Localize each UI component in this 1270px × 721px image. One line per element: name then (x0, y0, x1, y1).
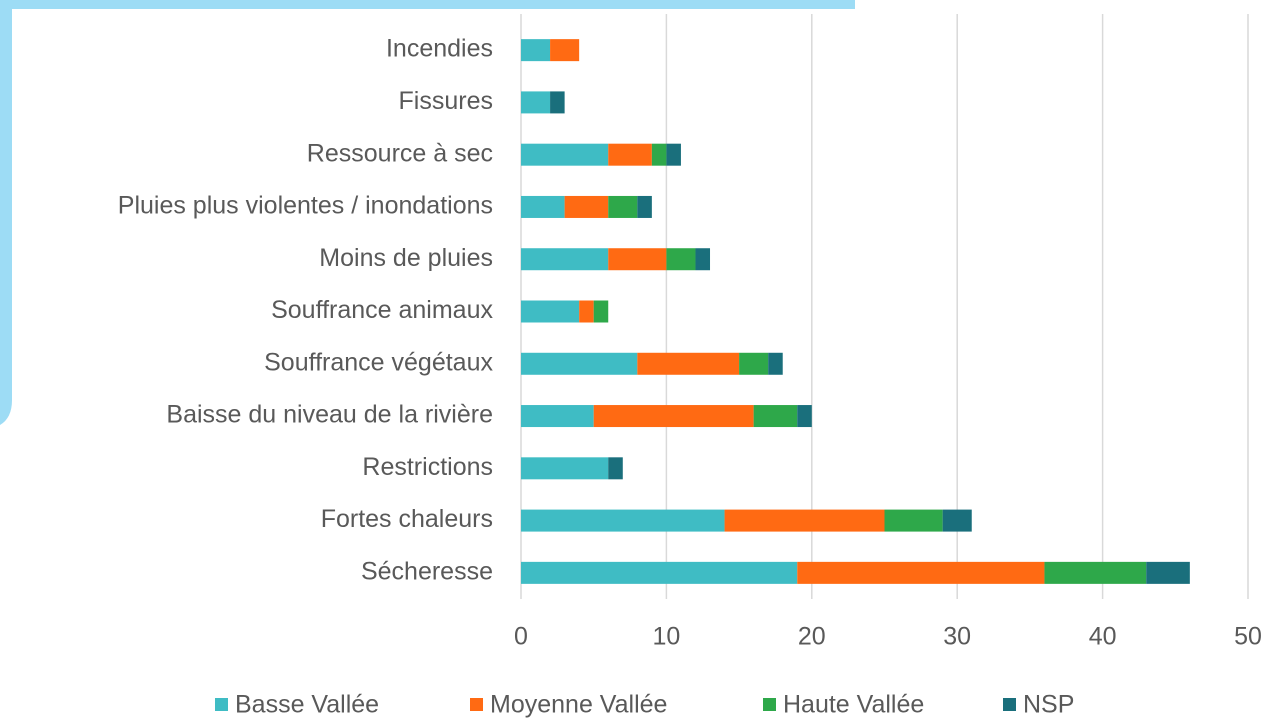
y-tick-label: Ressource à sec (307, 139, 493, 167)
bar-segment (1146, 561, 1190, 584)
bar-segment (521, 509, 725, 532)
x-tick-label: 0 (514, 623, 528, 651)
y-tick-label: Restrictions (362, 453, 493, 481)
y-tick-label: Baisse du niveau de la rivière (166, 401, 493, 429)
bar-segment (593, 405, 754, 428)
y-tick-label: Moins de pluies (319, 244, 493, 272)
bar-segment (637, 195, 652, 218)
bar-segment (593, 300, 609, 323)
bar-segment (521, 300, 580, 323)
y-tick-label: Incendies (386, 35, 493, 63)
bar-segment (521, 91, 551, 114)
x-tick-label: 40 (1089, 623, 1117, 651)
bar-segment (637, 352, 740, 375)
decor-strip (0, 0, 12, 425)
legend-label: Moyenne Vallée (490, 691, 667, 719)
bar-segment (724, 509, 885, 532)
x-tick-label: 20 (798, 623, 826, 651)
bar-segment (797, 561, 1045, 584)
legend-swatch (763, 698, 776, 711)
bar-segment (521, 561, 798, 584)
bar-segment (521, 405, 594, 428)
legend-label: Basse Vallée (235, 691, 379, 719)
bar-segment (666, 143, 681, 166)
bar-segment (739, 352, 769, 375)
bar-segment (550, 91, 565, 114)
bar-segment (521, 143, 609, 166)
bar-segment (768, 352, 783, 375)
y-tick-label: Souffrance végétaux (264, 348, 493, 376)
bar-segment (884, 509, 943, 532)
bar-segment (651, 143, 667, 166)
legend-label: Haute Vallée (783, 691, 924, 719)
bar-segment (753, 405, 798, 428)
decor-band (0, 0, 855, 9)
bar-segment (695, 248, 711, 271)
y-tick-label: Souffrance animaux (271, 296, 493, 324)
bar-segment (579, 300, 594, 323)
y-tick-label: Sécheresse (361, 557, 493, 585)
legend-swatch (470, 698, 483, 711)
bar-segment (521, 195, 565, 218)
bar-segment (550, 39, 580, 62)
x-tick-label: 50 (1234, 623, 1262, 651)
bar-segment (608, 248, 667, 271)
bar-segment (797, 405, 812, 428)
bar-segment (521, 248, 609, 271)
legend-swatch (215, 698, 228, 711)
bar-segment (608, 195, 638, 218)
y-tick-label: Fortes chaleurs (321, 505, 493, 533)
y-tick-label: Fissures (399, 87, 493, 115)
bar-segment (521, 352, 638, 375)
x-tick-label: 10 (652, 623, 680, 651)
bar-segment (608, 457, 623, 480)
bar-segment (521, 457, 609, 480)
bar-segment (1044, 561, 1147, 584)
legend-label: NSP (1023, 691, 1074, 719)
bar-segment (608, 143, 652, 166)
y-tick-label: Pluies plus violentes / inondations (118, 192, 493, 220)
x-tick-label: 30 (943, 623, 971, 651)
bar-segment (564, 195, 609, 218)
legend-swatch (1003, 698, 1016, 711)
bar-segment (521, 39, 551, 62)
bar-segment (942, 509, 972, 532)
bar-segment (666, 248, 696, 271)
